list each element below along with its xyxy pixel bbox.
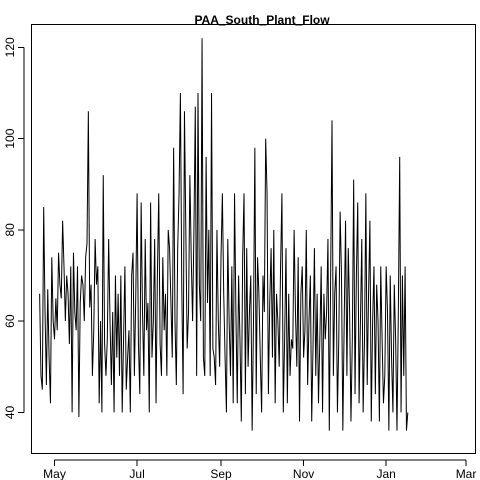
plot-frame xyxy=(31,24,476,454)
x-tick-label: Jan xyxy=(376,467,395,480)
y-axis: 40 60 80 100 120 xyxy=(3,37,25,419)
x-axis: May Jul Sep Nov Jan Mar xyxy=(43,459,477,480)
x-tick-label: Jul xyxy=(129,467,144,480)
x-tick-label: Sep xyxy=(210,467,232,480)
y-tick-label: 60 xyxy=(3,314,17,328)
x-tick-label: Mar xyxy=(456,467,477,480)
y-tick-label: 40 xyxy=(3,405,17,419)
x-tick-label: May xyxy=(43,467,66,480)
flow-series-line xyxy=(39,38,409,431)
x-tick-label: Nov xyxy=(293,467,314,480)
y-tick-label: 80 xyxy=(3,223,17,237)
y-tick-label: 100 xyxy=(3,128,17,148)
chart-title: PAA_South_Plant_Flow xyxy=(194,13,330,27)
y-tick-label: 120 xyxy=(3,37,17,57)
